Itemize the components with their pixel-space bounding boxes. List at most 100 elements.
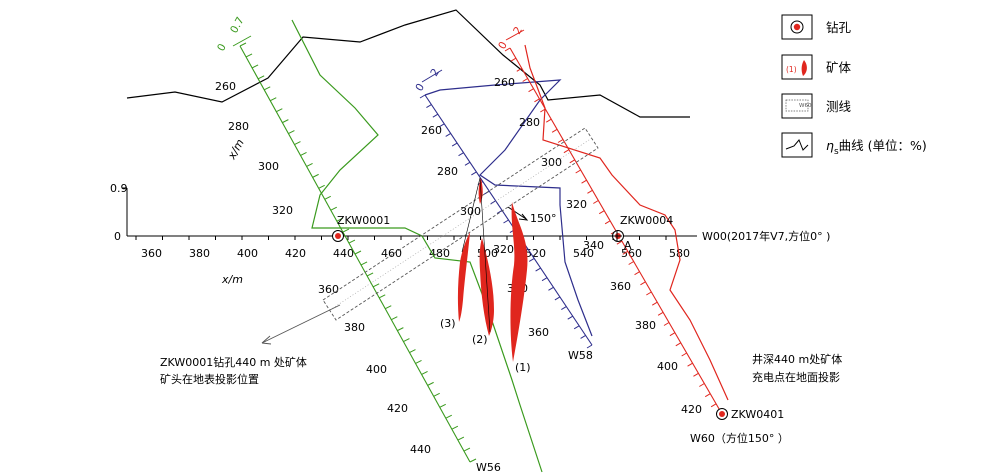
w56-tick: [257, 75, 265, 80]
w56-tick: [300, 152, 307, 156]
w60-tick: [699, 383, 705, 387]
w00-tick-label: 540: [573, 247, 594, 260]
w56-tick: [463, 447, 471, 452]
w56-tick: [348, 239, 356, 244]
w56-tick: [251, 64, 259, 69]
w56-tick: [276, 108, 283, 113]
w56-tick: [288, 130, 295, 135]
w58-tick-label: 360: [528, 326, 549, 339]
w60-tick: [569, 159, 576, 164]
projection-band: [322, 127, 599, 321]
w58-tick: [458, 152, 464, 157]
w56-tick-label: 440: [410, 443, 431, 456]
w56-tick: [239, 42, 247, 47]
w58-tick: [541, 277, 548, 282]
w60-tick: [646, 291, 652, 296]
w60-tick: [634, 271, 640, 276]
w60-tick: [622, 250, 629, 255]
w56-tick: [324, 195, 331, 200]
w58-tick: [445, 133, 451, 137]
w00-axis: 360 380 400 420 440 460 480 500 520 540 560 580 0.9…: [110, 182, 830, 286]
point-a-label: A: [624, 239, 632, 252]
w56-tick: [342, 228, 350, 233]
w56-tick: [439, 403, 446, 408]
annotation-right-line1: 井深440 m处矿体: [752, 352, 842, 366]
ore-body-icon: [801, 60, 807, 76]
w58-tick: [432, 113, 439, 118]
ore-body-3: [457, 232, 470, 322]
ore-bodies: [457, 177, 528, 362]
w60-tick: [581, 179, 587, 184]
w60-tick: [616, 240, 623, 245]
w58-tick: [464, 161, 471, 166]
w60-tick: [510, 57, 517, 62]
w56-tick: [306, 162, 313, 167]
ore-label-1: (1): [515, 361, 531, 374]
w56-tick: [263, 86, 271, 91]
w56-tick: [330, 206, 338, 211]
zkw0401-label: ZKW0401: [731, 408, 784, 421]
w58-tick: [573, 325, 580, 330]
w60-tick-label: 260: [494, 76, 515, 89]
w56-tick-label: 380: [344, 321, 365, 334]
w60-tick-label: 300: [541, 156, 562, 169]
w60-tick: [669, 332, 676, 337]
w56-tick: [270, 97, 277, 102]
w60-tick: [587, 189, 593, 194]
w56-tick: [433, 392, 440, 397]
ore-label-3: (3): [440, 317, 456, 330]
w60-tick: [604, 220, 611, 225]
w00-line-label: W00(2017年V7,方位0° ): [702, 229, 830, 243]
w60-tick: [522, 78, 528, 82]
w60-tick: [598, 210, 605, 215]
w56-tick: [391, 316, 398, 321]
w58-tick: [554, 296, 561, 301]
w60-line-label: W60（方位150° ）: [690, 431, 789, 445]
w60-tick: [651, 301, 658, 306]
w56-tick: [397, 327, 404, 332]
w60-tick: [545, 118, 552, 123]
w56-axis-label: x/m: [225, 137, 247, 162]
w58-tick: [580, 334, 586, 339]
ore-body-icon-text: (1): [786, 65, 797, 74]
annotation-left-line2: 矿头在地表投影位置: [160, 372, 259, 386]
annotation-right-line2: 充电点在地面投影: [752, 370, 840, 384]
w58-line-label: W58: [568, 349, 593, 362]
w56-tick: [282, 119, 289, 124]
w58-tick-label: 260: [421, 124, 442, 137]
w60-tick: [640, 281, 646, 286]
w58-tick: [451, 142, 458, 147]
w58-tick: [567, 315, 573, 320]
legend-eta-rest: 曲线 (单位：%): [839, 138, 927, 153]
w56-tick: [427, 381, 434, 386]
w60-tick-label: 400: [657, 360, 678, 373]
w56-scale-top: 0.7: [228, 15, 247, 35]
w58-tick: [426, 104, 432, 109]
legend-eta-symbol: η: [826, 138, 834, 153]
w60-tick: [557, 139, 564, 143]
w58-tick-label: 280: [437, 165, 458, 178]
w60-tick-label: 340: [583, 239, 604, 252]
svg-text:ηs曲线 (单位：%): ηs曲线 (单位：%): [826, 138, 927, 157]
w56-tick: [409, 349, 416, 353]
w60-tick: [675, 342, 682, 347]
drill-hole-zkw0004: ZKW0004: [612, 214, 673, 242]
w56-tick: [360, 261, 368, 266]
w58-angle-label: 150°: [530, 212, 557, 225]
w56-tick-label: 420: [387, 402, 408, 415]
w56-tick: [245, 53, 253, 58]
legend-label-drill: 钻孔: [826, 20, 852, 35]
w60-tick: [593, 200, 599, 204]
w56-tick-label: 400: [366, 363, 387, 376]
projection-arrow: [261, 304, 341, 345]
w60-tick: [528, 88, 534, 93]
point-a-marker: A: [612, 231, 632, 252]
legend-label-survey: 测线: [826, 99, 852, 114]
w00-tick-label: 420: [285, 247, 306, 260]
w56-tick-label: 280: [228, 120, 249, 133]
annotation-left-line1: ZKW0001钻孔440 m 处矿体: [160, 355, 307, 369]
w58-tick: [535, 267, 541, 272]
w58-tick-label: 300: [460, 205, 481, 218]
